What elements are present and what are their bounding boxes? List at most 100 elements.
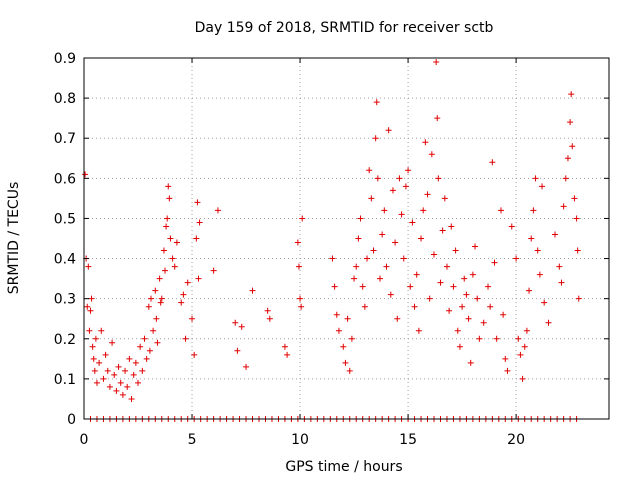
data-point [119,391,126,398]
data-point [167,235,174,242]
data-point [232,319,239,326]
data-point [536,271,543,278]
data-point [526,287,533,294]
data-point [387,291,394,298]
data-point [452,247,459,254]
data-point [467,359,474,366]
data-point [295,263,302,270]
data-point [348,335,355,342]
data-point [351,275,358,282]
data-point [368,195,375,202]
data-point [385,127,392,134]
data-point [502,355,509,362]
data-point [210,267,217,274]
data-point [299,215,306,222]
data-point [383,263,390,270]
data-point [441,195,448,202]
data-point [152,287,159,294]
data-point [165,183,172,190]
data-point [534,247,541,254]
data-point [333,311,340,318]
data-point [574,247,581,254]
data-point [281,343,288,350]
data-point [191,351,198,358]
data-point [448,223,455,230]
data-point [196,219,203,226]
chart-title: Day 159 of 2018, SRMTID for receiver sct… [195,20,494,36]
data-point [500,311,507,318]
data-point [124,383,131,390]
data-point [405,167,412,174]
data-point [515,335,522,342]
data-point [379,231,386,238]
data-point [454,327,461,334]
data-point [433,59,440,66]
y-tick-label: 0.5 [54,211,76,227]
x-tick-label: 15 [399,432,417,448]
data-point [392,239,399,246]
data-point [154,339,161,346]
data-point [180,291,187,298]
y-axis-label: SRMTID / TECUs [6,182,22,295]
data-point [556,263,563,270]
data-point [402,183,409,190]
data-point [469,271,476,278]
y-tick-label: 0.6 [54,171,76,187]
data-point [420,207,427,214]
data-point [238,323,245,330]
data-point [195,275,202,282]
x-tick-label: 0 [80,432,89,448]
data-point [89,343,96,350]
data-point [93,379,100,386]
data-point [450,283,457,290]
data-point [398,211,405,218]
y-tick-label: 0.1 [54,372,76,388]
data-point [359,283,366,290]
data-point [342,359,349,366]
data-point [400,255,407,262]
y-tick-label: 0.4 [54,252,76,268]
data-point [474,295,481,302]
y-tick-label: 0 [67,412,76,428]
data-point [573,215,580,222]
data-point [88,295,95,302]
data-point [298,303,305,310]
data-point [418,235,425,242]
data-point [545,319,552,326]
data-point [156,275,163,282]
x-ticks: 0 5 10 15 20 [80,58,525,448]
data-point [98,327,105,334]
data-point [137,343,144,350]
data-point [428,151,435,158]
data-point [541,299,548,306]
y-tick-label: 0.2 [54,332,76,348]
data-point [163,223,170,230]
data-point [422,139,429,146]
data-point [355,235,362,242]
data-point [145,303,152,310]
data-point [497,207,504,214]
x-axis-label: GPS time / hours [285,459,402,475]
data-point [158,295,165,302]
data-point [178,299,185,306]
data-point [456,343,463,350]
data-point [364,255,371,262]
data-point [160,247,167,254]
data-point [264,307,271,314]
data-point [166,195,173,202]
data-point [575,295,582,302]
y-tick-label: 0.7 [54,131,76,147]
data-point [353,263,360,270]
data-point [100,375,107,382]
data-point [521,343,528,350]
data-point [562,175,569,182]
data-point [297,295,304,302]
data-point [346,367,353,374]
data-point [396,175,403,182]
x-tick-label: 10 [291,432,309,448]
data-point [463,291,470,298]
data-point [82,171,89,178]
data-point [366,167,373,174]
data-point [141,335,148,342]
data-point [472,243,479,250]
